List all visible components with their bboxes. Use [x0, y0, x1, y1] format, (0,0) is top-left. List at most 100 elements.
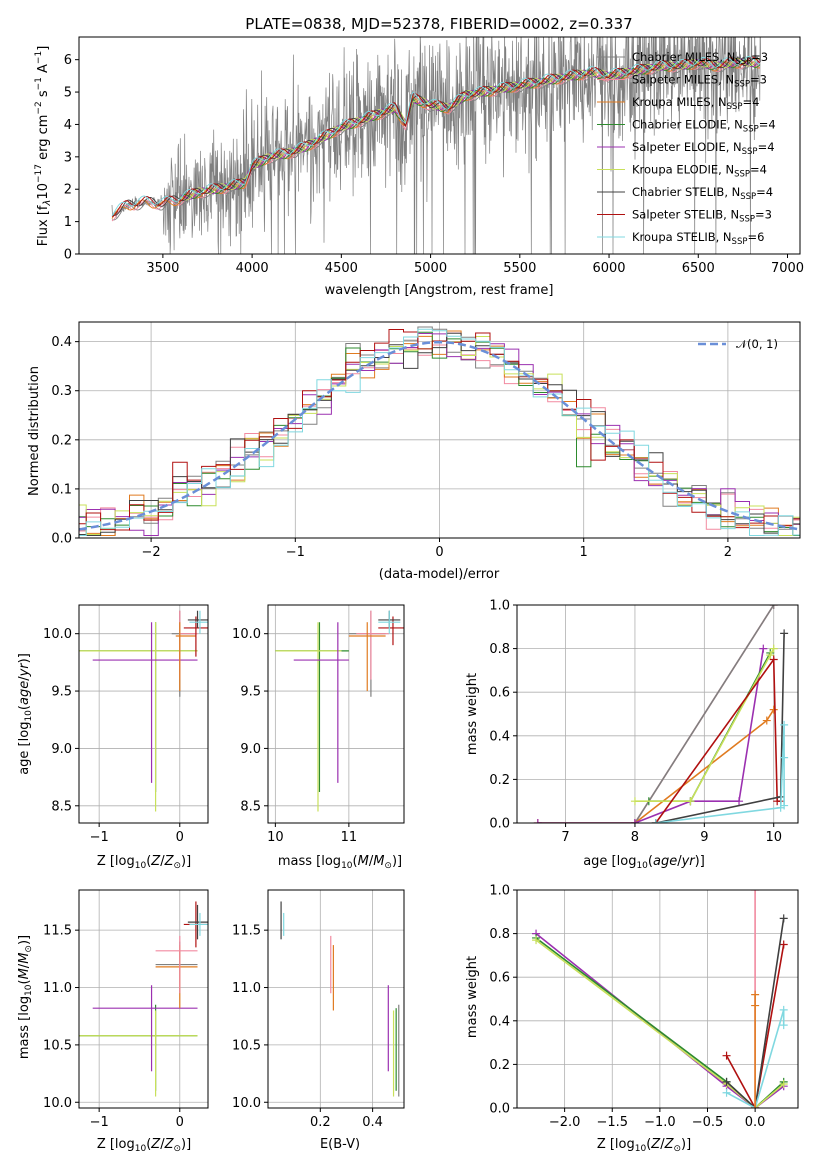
mass-z-xlabel: Z [log10(Z/Z⊙)]	[97, 1137, 191, 1154]
age-ylabel: age [log10(age/yr)]	[17, 653, 34, 775]
axes-frame	[516, 604, 799, 824]
y-tick-label: 6	[64, 53, 72, 68]
legend-entry-salpeter_elodie: Salpeter ELODIE, NSSP=4	[632, 140, 775, 157]
y-tick-label: 9.0	[240, 742, 261, 757]
mw-z-chabrier_stelib-marker	[722, 1077, 731, 1086]
model-fit-kroupa_stelib	[111, 56, 760, 216]
axes-frame	[267, 889, 405, 1109]
y-tick-label: 11.5	[232, 924, 261, 939]
mass-weight-vs-z-panel: −2.0 −1.5 −1.0 −0.5 0.0 0.0 0.2 0.4 0.6 0.8 1.0	[489, 884, 799, 1130]
age-mass-xlabel: mass [log10(M/M⊙)]	[278, 854, 402, 871]
y-tick-label: 10.0	[43, 627, 72, 642]
mw-z-chabrier_stelib	[726, 918, 785, 1108]
x-tick-label: 11	[341, 830, 358, 845]
x-tick-label: 2	[724, 545, 732, 560]
y-tick-label: 4	[64, 118, 72, 133]
spectrum-legend: Chabrier MILES, NSSP=3 Salpeter MILES, NS…	[597, 50, 776, 247]
y-tick-label: 0.0	[489, 817, 510, 832]
histogram-salpeter_miles	[79, 332, 800, 532]
spectrum-ylabel: Flux [fλ10−17 erg cm−2 s−1 A−1]	[34, 46, 53, 247]
y-tick-label: 9.5	[240, 685, 261, 700]
mw-age-kroupa_stelib-marker	[780, 801, 789, 810]
x-tick-label: 7000	[771, 261, 804, 276]
y-tick-label: 10.5	[232, 1038, 261, 1053]
mw-z-salpeter_stelib-marker	[722, 1051, 731, 1060]
y-tick-label: 0.6	[489, 686, 510, 701]
y-tick-label: 5	[64, 86, 72, 101]
residual-panel: −2 −1 0 1 2 0.0 0.1 0.2 0.3 0.4 𝒩(0, 1)	[51, 321, 801, 560]
mw-z-salpeter_stelib	[725, 944, 785, 1108]
y-tick-label: 1.0	[489, 884, 510, 899]
y-tick-label: 8.5	[240, 799, 261, 814]
mw-z-kroupa_miles-marker	[751, 990, 760, 999]
mw-age-kroupa_elodie	[635, 648, 775, 802]
legend-entry-chabrier_miles: Chabrier MILES, NSSP=3	[632, 50, 768, 67]
x-tick-label: −1.0	[644, 1115, 676, 1130]
mw-z-kroupa_stelib-marker	[722, 1088, 731, 1097]
y-tick-label: 9.0	[51, 742, 72, 757]
mw-age-salpeter_elodie-marker	[630, 819, 639, 823]
axes-frame	[78, 604, 209, 824]
x-tick-label: 9	[700, 830, 708, 845]
y-tick-label: 1.0	[489, 599, 510, 614]
y-tick-label: 0.4	[51, 335, 72, 350]
y-tick-label: 10.0	[43, 1096, 72, 1111]
y-tick-label: 10.5	[43, 1038, 72, 1053]
mass-vs-ebv-panel: 0.2 0.4 10.0 10.5 11.0 11.5	[232, 889, 405, 1130]
x-tick-label: −1	[90, 1115, 109, 1130]
spectrum-xlabel: wavelength [Angstrom, rest frame]	[325, 283, 554, 298]
legend-entry-kroupa_stelib: Kroupa STELIB, NSSP=6	[632, 230, 764, 247]
y-tick-label: 0.1	[51, 482, 72, 497]
normal-curve	[79, 340, 798, 531]
y-tick-label: 0.8	[489, 927, 510, 942]
plot-area	[79, 610, 208, 812]
mw-age-kroupa_stelib-marker	[780, 753, 789, 762]
spectrum-panel: 3500 4000 4500 5000 5500 6000 6500 7000 0 1 2 3 4 5 6	[64, 36, 804, 276]
y-tick-label: 9.5	[51, 685, 72, 700]
legend-entry-chabrier_stelib: Chabrier STELIB, NSSP=4	[632, 185, 773, 202]
mw-age-salpeter_elodie-marker	[759, 644, 768, 653]
y-tick-label: 0.6	[489, 971, 510, 986]
y-tick-label: 0.2	[489, 773, 510, 788]
x-tick-label: −2.0	[549, 1115, 581, 1130]
mw-age-xlabel: age [log10(age/yr)]	[583, 854, 705, 871]
axes-frame	[516, 889, 799, 1109]
mw-age-kroupa_miles	[537, 709, 775, 823]
mw-age-salpeter_stelib-marker	[769, 655, 778, 664]
y-tick-label: 0.2	[489, 1058, 510, 1073]
x-tick-label: 0.2	[310, 1115, 331, 1130]
x-tick-label: 1	[580, 545, 588, 560]
x-tick-label: −2	[142, 545, 161, 560]
x-tick-label: 0.4	[362, 1115, 383, 1130]
mass-vs-z-panel: −1 0 10.0 10.5 11.0 11.5	[43, 889, 209, 1130]
y-tick-label: 1	[64, 215, 72, 230]
y-tick-label: 10.0	[232, 1096, 261, 1111]
x-tick-label: 0	[435, 545, 443, 560]
y-tick-label: 0.2	[51, 433, 72, 448]
mw-age-salpeter_stelib	[655, 657, 781, 823]
y-tick-label: 0.0	[51, 532, 72, 547]
legend-entry-salpeter_miles: Salpeter MILES, NSSP=3	[632, 73, 767, 90]
mw-age-ylabel: mass weight	[465, 673, 480, 755]
x-tick-label: −1	[286, 545, 305, 560]
x-tick-label: −1	[90, 830, 109, 845]
mw-age-kroupa_elodie-marker	[686, 797, 695, 806]
age-vs-z-panel: −1 0 8.5 9.0 9.5 10.0	[43, 604, 209, 845]
y-tick-label: 2	[64, 183, 72, 198]
x-tick-label: 3500	[146, 261, 179, 276]
mw-age-kroupa_miles-marker	[769, 705, 778, 714]
x-tick-label: 10	[267, 830, 284, 845]
age-z-xlabel: Z [log10(Z/Z⊙)]	[97, 854, 191, 871]
mw-z-kroupa_elodie-marker	[779, 1080, 788, 1089]
x-tick-label: 0	[176, 830, 184, 845]
y-tick-label: 0	[64, 248, 72, 263]
axes-frame	[78, 889, 209, 1109]
ebv-xlabel: E(B-V)	[320, 1137, 360, 1152]
mw-z-kroupa_elodie	[535, 939, 785, 1108]
x-tick-label: 5500	[503, 261, 536, 276]
y-tick-label: 0.8	[489, 642, 510, 657]
legend-entry-kroupa_elodie: Kroupa ELODIE, NSSP=4	[632, 163, 767, 180]
model-fit-kroupa_elodie	[180, 57, 760, 201]
y-tick-label: 8.5	[51, 799, 72, 814]
